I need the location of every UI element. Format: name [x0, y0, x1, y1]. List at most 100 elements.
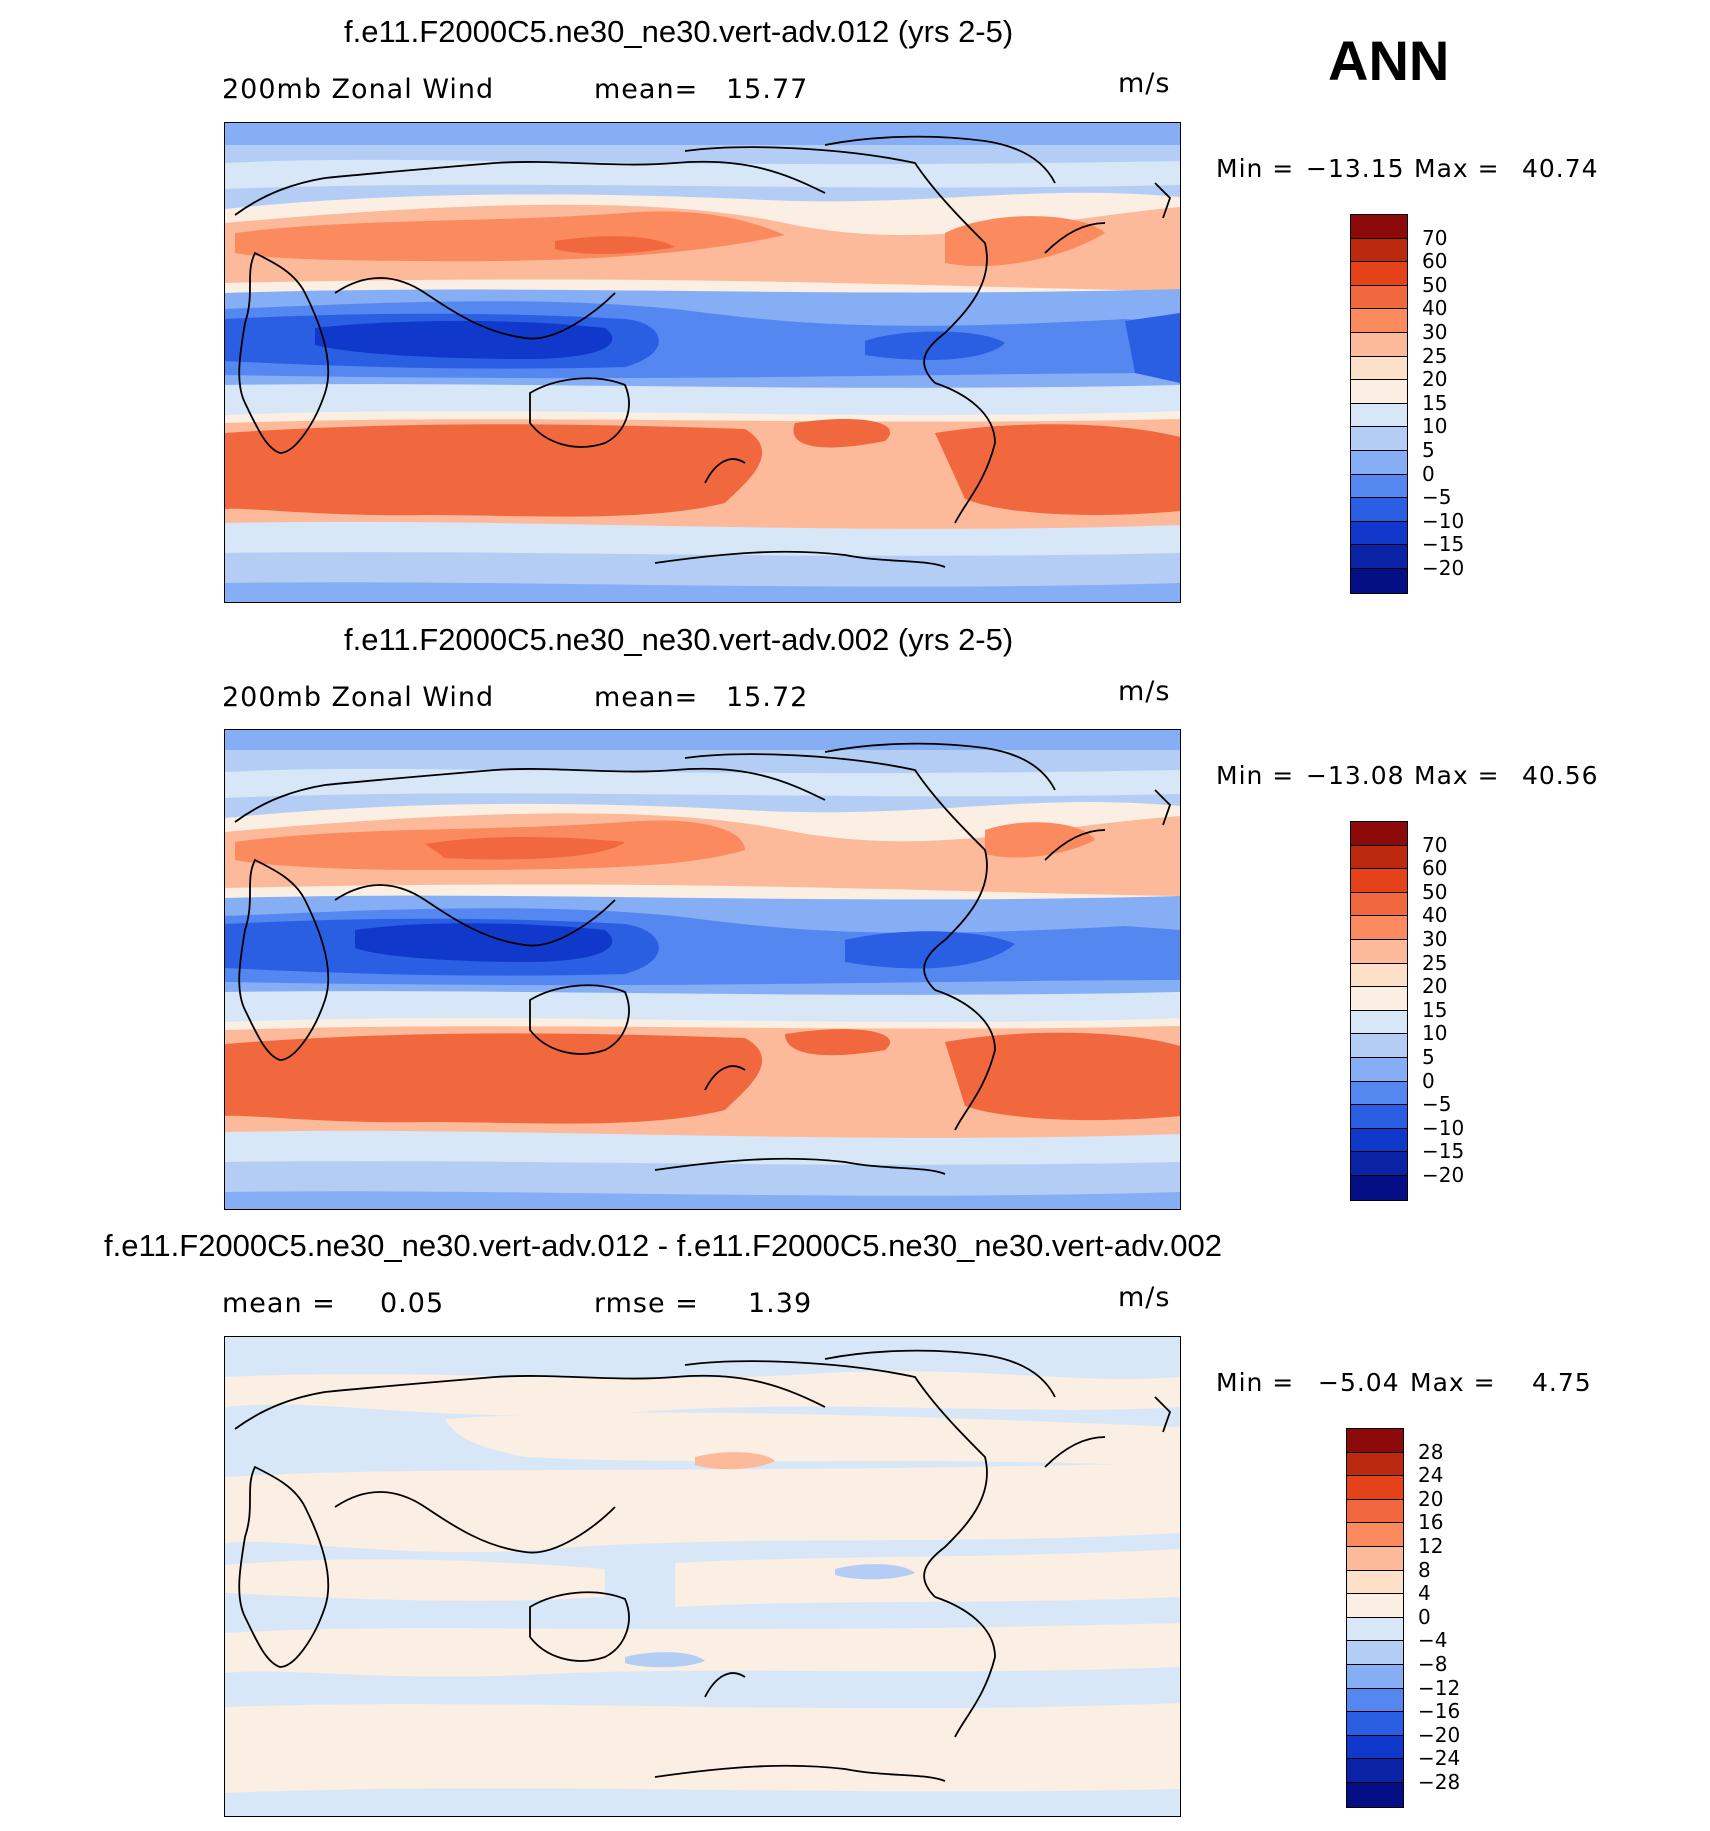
colorbar-swatch — [1351, 215, 1407, 239]
colorbar-swatch — [1351, 822, 1407, 846]
colorbar-swatch — [1351, 450, 1407, 475]
panel-3-contour-plot — [225, 1337, 1180, 1816]
colorbar-swatch — [1347, 1664, 1403, 1689]
colorbar-label: 28 — [1418, 1439, 1444, 1464]
panel-2-max-label: Max = — [1414, 761, 1500, 790]
colorbar-swatch — [1351, 892, 1407, 917]
colorbar-swatch — [1351, 1034, 1407, 1058]
panel-3-max-value: 4.75 — [1532, 1368, 1592, 1397]
colorbar-swatch — [1351, 916, 1407, 940]
colorbar-label: 70 — [1422, 225, 1448, 250]
panel-3-max-label: Max = — [1410, 1368, 1496, 1397]
panel-1-max-label: Max = — [1414, 154, 1500, 183]
panel-3-title: f.e11.F2000C5.ne30_ne30.vert-adv.012 - f… — [104, 1228, 1222, 1263]
colorbar-label: −20 — [1418, 1722, 1461, 1747]
panel-2-max-value: 40.56 — [1522, 761, 1599, 790]
colorbar-swatch — [1351, 238, 1407, 263]
panel-1-map — [224, 122, 1181, 603]
colorbar-swatch — [1351, 1010, 1407, 1035]
colorbar-swatch — [1347, 1782, 1403, 1807]
colorbar-swatch — [1347, 1499, 1403, 1524]
colorbar-label: 70 — [1422, 832, 1448, 857]
colorbar-swatch — [1351, 332, 1407, 357]
panel-3-rmse-value: 1.39 — [748, 1288, 813, 1319]
colorbar-swatch — [1347, 1452, 1403, 1477]
colorbar-label: 0 — [1418, 1604, 1431, 1629]
colorbar-label: −10 — [1422, 1115, 1465, 1140]
panel-2-units: m/s — [1118, 676, 1171, 707]
panel-1-min-value: −13.15 — [1306, 154, 1405, 183]
colorbar-label: 20 — [1418, 1486, 1444, 1511]
colorbar-label: 20 — [1422, 974, 1448, 999]
colorbar-label: 8 — [1418, 1557, 1431, 1582]
colorbar-label: 30 — [1422, 927, 1448, 951]
colorbar-swatch — [1347, 1546, 1403, 1571]
colorbar-swatch — [1351, 845, 1407, 870]
colorbar-swatch — [1351, 1057, 1407, 1082]
panel-1-mean-value: 15.77 — [726, 74, 809, 105]
colorbar-swatch — [1351, 545, 1407, 569]
colorbar-swatch — [1351, 963, 1407, 988]
panel-1-colorbar-swatches — [1350, 214, 1408, 594]
colorbar-label: 4 — [1418, 1581, 1431, 1606]
colorbar-label: −5 — [1422, 485, 1452, 510]
panel-2-contour-plot — [225, 730, 1180, 1209]
colorbar-label: 60 — [1422, 856, 1448, 881]
colorbar-swatch — [1351, 521, 1407, 546]
panel-2-min-value: −13.08 — [1306, 761, 1405, 790]
colorbar-label: −10 — [1422, 508, 1465, 533]
colorbar-swatch — [1351, 403, 1407, 428]
colorbar-swatch — [1347, 1688, 1403, 1713]
colorbar-swatch — [1351, 498, 1407, 522]
colorbar-label: 15 — [1422, 390, 1448, 415]
colorbar-label: 10 — [1422, 414, 1448, 439]
colorbar-label: −20 — [1422, 1163, 1465, 1187]
colorbar-label: 50 — [1422, 879, 1448, 904]
colorbar-swatch — [1347, 1523, 1403, 1547]
colorbar-label: 10 — [1422, 1021, 1448, 1046]
colorbar-swatch — [1351, 568, 1407, 593]
colorbar-label: −4 — [1418, 1628, 1448, 1653]
panel-2-colorbar-swatches — [1350, 821, 1408, 1201]
colorbar-label: 20 — [1422, 367, 1448, 392]
colorbar-swatch — [1351, 1081, 1407, 1106]
colorbar-label: 5 — [1422, 1045, 1435, 1069]
colorbar-label: −20 — [1422, 556, 1465, 580]
colorbar-swatch — [1351, 1105, 1407, 1129]
colorbar-swatch — [1347, 1594, 1403, 1618]
colorbar-label: 16 — [1418, 1510, 1444, 1535]
colorbar-swatch — [1347, 1429, 1403, 1453]
colorbar-label: 40 — [1422, 296, 1448, 321]
season-label: ANN — [1328, 29, 1450, 92]
panel-2-title: f.e11.F2000C5.ne30_ne30.vert-adv.002 (yr… — [344, 622, 1014, 657]
panel-3-colorbar-swatches — [1346, 1428, 1404, 1808]
colorbar-swatch — [1351, 987, 1407, 1011]
colorbar-label: 12 — [1418, 1534, 1444, 1558]
panel-3-mean-value: 0.05 — [380, 1288, 445, 1319]
colorbar-swatch — [1351, 869, 1407, 893]
panel-2-mean-value: 15.72 — [726, 682, 809, 713]
colorbar-swatch — [1351, 427, 1407, 451]
colorbar-label: 15 — [1422, 997, 1448, 1022]
panel-1-field-label: 200mb Zonal Wind — [222, 74, 495, 105]
colorbar-label: −15 — [1422, 1139, 1465, 1164]
panel-2-field-label: 200mb Zonal Wind — [222, 682, 495, 713]
colorbar-swatch — [1351, 262, 1407, 286]
colorbar-swatch — [1347, 1476, 1403, 1500]
colorbar-label: 40 — [1422, 903, 1448, 928]
panel-1-min-label: Min = — [1216, 154, 1295, 183]
colorbar-swatch — [1351, 1152, 1407, 1176]
colorbar-swatch — [1347, 1735, 1403, 1760]
colorbar-swatch — [1351, 285, 1407, 310]
colorbar-swatch — [1351, 1128, 1407, 1153]
panel-1-contour-plot — [225, 123, 1180, 602]
colorbar-swatch — [1347, 1759, 1403, 1783]
colorbar-label: 5 — [1422, 438, 1435, 462]
panel-3-min-value: −5.04 — [1318, 1368, 1400, 1397]
panel-2-mean-label: mean= — [594, 682, 699, 713]
colorbar-swatch — [1347, 1617, 1403, 1642]
colorbar-swatch — [1351, 309, 1407, 333]
colorbar-label: −28 — [1418, 1770, 1461, 1794]
panel-3-mean-label: mean = — [222, 1288, 336, 1319]
colorbar-swatch — [1351, 939, 1407, 964]
